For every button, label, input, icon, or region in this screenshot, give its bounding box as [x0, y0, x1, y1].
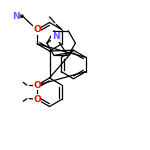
Text: N: N [52, 32, 59, 41]
Text: O: O [33, 81, 41, 90]
Text: O: O [33, 25, 41, 34]
Text: O: O [33, 95, 41, 104]
Text: N: N [12, 12, 20, 21]
